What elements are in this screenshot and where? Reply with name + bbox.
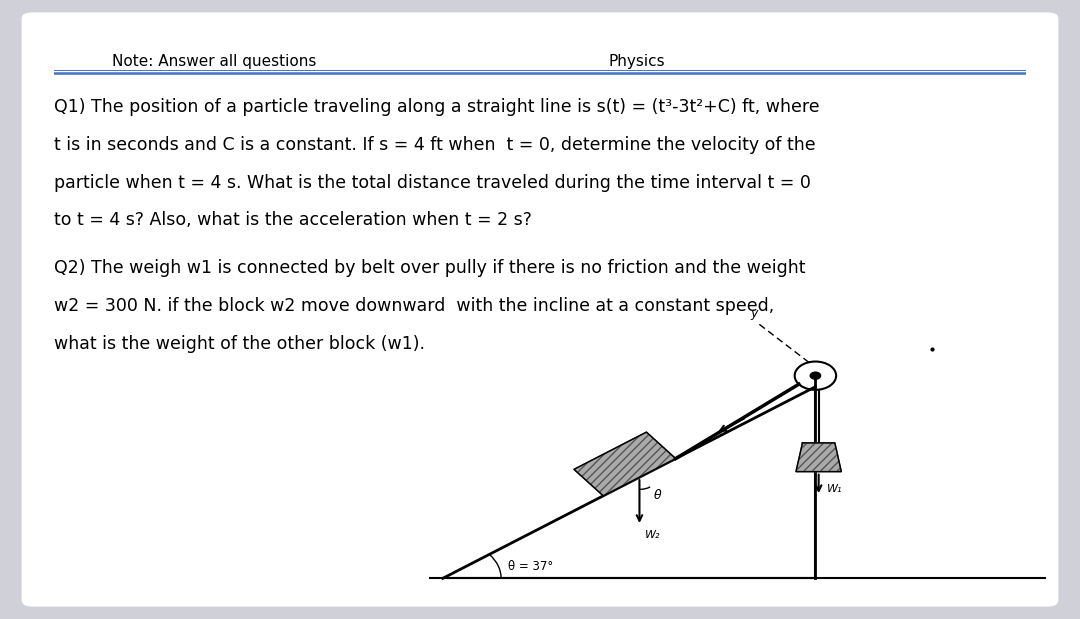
Text: Physics: Physics: [608, 54, 664, 69]
Text: y: y: [751, 308, 757, 321]
Text: t is in seconds and C is a constant. If s = 4 ft when  t = 0, determine the velo: t is in seconds and C is a constant. If …: [54, 136, 815, 154]
Polygon shape: [573, 432, 676, 496]
Text: W₁: W₁: [826, 484, 842, 495]
Text: θ = 37°: θ = 37°: [508, 560, 553, 573]
Text: Q2) The weigh w1 is connected by belt over pully if there is no friction and the: Q2) The weigh w1 is connected by belt ov…: [54, 259, 806, 277]
Circle shape: [810, 372, 821, 379]
Text: w2 = 300 N. if the block w2 move downward  with the incline at a constant speed,: w2 = 300 N. if the block w2 move downwar…: [54, 297, 774, 315]
Text: what is the weight of the other block (w1).: what is the weight of the other block (w…: [54, 335, 426, 353]
Polygon shape: [443, 387, 815, 578]
Text: θ: θ: [653, 489, 661, 502]
Polygon shape: [796, 443, 841, 472]
Text: Q1) The position of a particle traveling along a straight line is s(t) = (t³-3t²: Q1) The position of a particle traveling…: [54, 98, 820, 116]
Text: to t = 4 s? Also, what is the acceleration when t = 2 s?: to t = 4 s? Also, what is the accelerati…: [54, 212, 531, 230]
Text: particle when t = 4 s. What is the total distance traveled during the time inter: particle when t = 4 s. What is the total…: [54, 173, 811, 191]
Text: Note: Answer all questions: Note: Answer all questions: [112, 54, 316, 69]
Text: W₂: W₂: [645, 530, 660, 540]
